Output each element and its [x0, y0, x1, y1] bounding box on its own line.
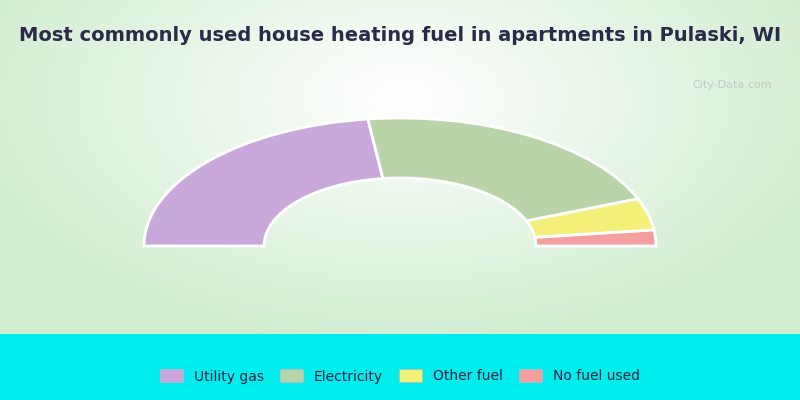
- Text: Most commonly used house heating fuel in apartments in Pulaski, WI: Most commonly used house heating fuel in…: [19, 26, 781, 45]
- Wedge shape: [368, 118, 638, 221]
- Legend: Utility gas, Electricity, Other fuel, No fuel used: Utility gas, Electricity, Other fuel, No…: [154, 364, 646, 389]
- Wedge shape: [526, 199, 654, 238]
- Text: City-Data.com: City-Data.com: [692, 80, 772, 90]
- Wedge shape: [535, 230, 656, 246]
- Wedge shape: [144, 119, 383, 246]
- Bar: [0, 334, 800, 400]
